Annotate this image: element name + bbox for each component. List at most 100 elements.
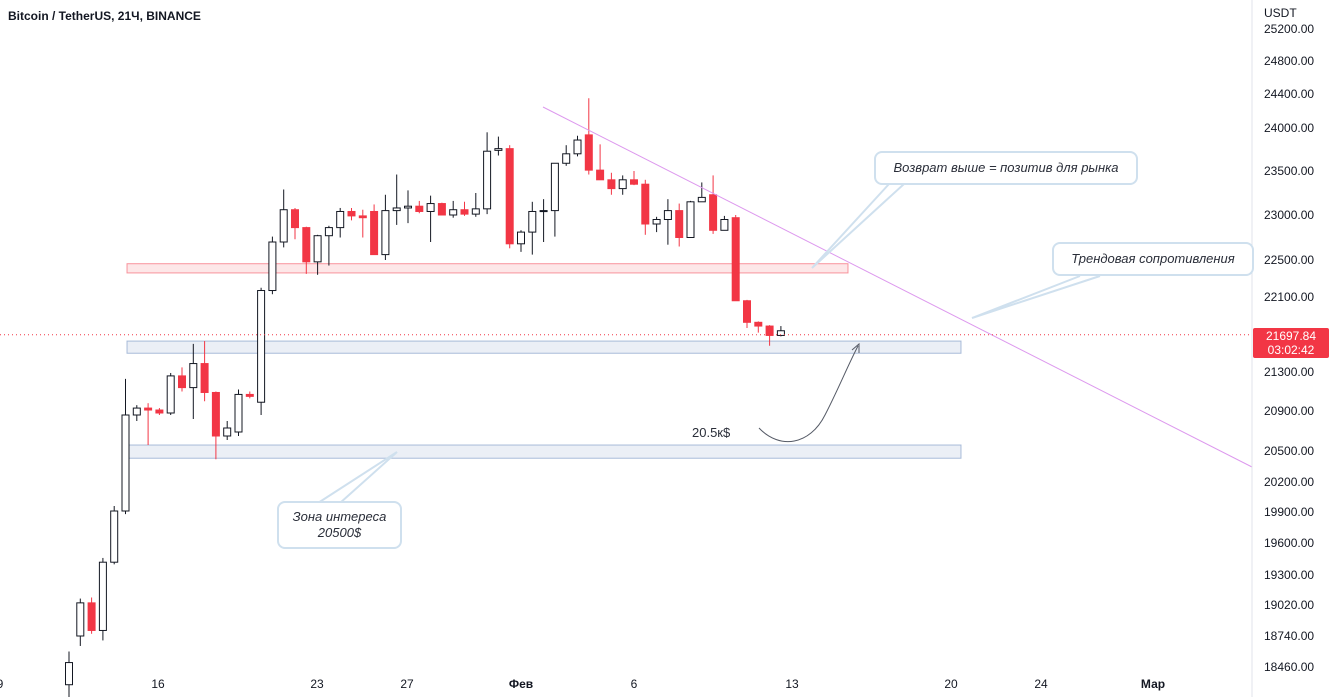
candle-body [245,393,254,397]
candle-body [404,205,412,209]
candle-down [245,391,254,399]
candle-up [539,199,548,242]
callout-zone-price: 20500$ [317,525,362,540]
candle-up [110,506,119,565]
candle-up [268,236,277,295]
candle-up [550,162,559,237]
candle-body [652,219,661,225]
candle-body [630,179,638,185]
candle-up [494,136,503,156]
candle-body [65,662,73,686]
candle-body [607,179,616,190]
candle-down [607,172,616,195]
candle-body [223,427,232,437]
candle-body [302,227,311,263]
candle-up [404,190,412,224]
interest-zone[interactable] [126,444,962,459]
candle-up [132,405,141,421]
candle-up [426,195,435,242]
candle-body [596,169,605,181]
candle-body [268,241,277,292]
time-tick-label: Фев [509,677,533,691]
descending-trendline[interactable] [542,106,1253,468]
candle-body [426,203,435,212]
time-axis[interactable]: 9 16 23 27 Фев 6 13 20 24 Мар [0,677,1165,691]
horizontal-zones[interactable] [126,263,962,459]
candle-down [709,175,718,234]
callout-trend-resistance[interactable]: Трендовая сопротивления [1052,242,1254,276]
candle-up [257,287,266,415]
candle-up [381,194,390,260]
price-tick-label: 23500.00 [1264,164,1314,178]
time-tick-label: 16 [151,677,165,691]
candle-body [765,325,774,336]
candle-up [483,132,492,215]
candle-body [392,207,401,212]
candle-up [573,135,582,157]
candle-body [347,210,356,217]
candle-down [155,408,164,415]
candle-body [550,162,559,212]
candle-body [358,215,367,219]
candle-down [630,171,638,186]
callout-return-positive[interactable]: Возврат выше = позитив для рынка [874,151,1138,185]
candle-down [641,179,650,235]
candle-body [189,363,198,389]
candle-body [370,210,379,256]
candlesticks [65,98,785,697]
price-tick-label: 22100.00 [1264,290,1314,304]
candle-body [709,194,718,231]
candle-body [415,205,424,212]
candle-up [652,216,661,233]
price-tick-label: 20500.00 [1264,444,1314,458]
bar-countdown: 03:02:42 [1267,343,1315,357]
candle-body [449,209,458,216]
price-tick-label: 19900.00 [1264,505,1314,519]
candle-down [415,200,424,214]
candle-body [313,235,322,263]
candle-body [494,148,503,151]
candle-body [234,393,243,433]
time-tick-label: 9 [0,677,4,691]
candle-up [189,343,198,419]
candle-down [358,209,367,238]
candle-body [697,196,706,203]
candle-up [618,175,627,195]
candle-body [743,300,751,323]
time-tick-label: 24 [1034,677,1048,691]
candle-up [76,598,85,646]
candle-body [754,321,763,327]
candle-down [200,341,209,402]
candle-body [291,209,299,229]
candle-down [743,299,751,328]
candle-body [132,407,141,416]
symbol-title[interactable]: Bitcoin / TetherUS, 21Ч, BINANCE [8,9,201,23]
candle-body [437,203,446,216]
chart-drawings[interactable] [0,106,1253,504]
time-tick-label: 20 [944,677,958,691]
candle-up [697,182,706,203]
callout-trend-pointer [971,275,1101,319]
candle-down [675,203,684,247]
callout-interest-zone[interactable]: Зона интереса 20500$ [277,501,402,549]
resistance-zone[interactable] [126,263,849,274]
candle-up [223,421,232,440]
candle-down [765,325,774,346]
candle-body [144,407,153,411]
candle-body [257,290,266,403]
candle-body [686,201,695,239]
candle-up [528,201,537,255]
support-zone[interactable] [126,340,962,354]
candle-body [505,148,514,245]
price-tick-label: 18460.00 [1264,660,1314,674]
candle-body [166,375,175,414]
candle-up [720,215,729,231]
projection-arrow[interactable] [758,345,859,443]
candle-body [731,217,740,302]
time-tick-label: 27 [400,677,414,691]
price-tick-label: 19020.00 [1264,598,1314,612]
candle-up [449,200,458,218]
candle-body [517,231,525,245]
candle-up [517,230,525,252]
